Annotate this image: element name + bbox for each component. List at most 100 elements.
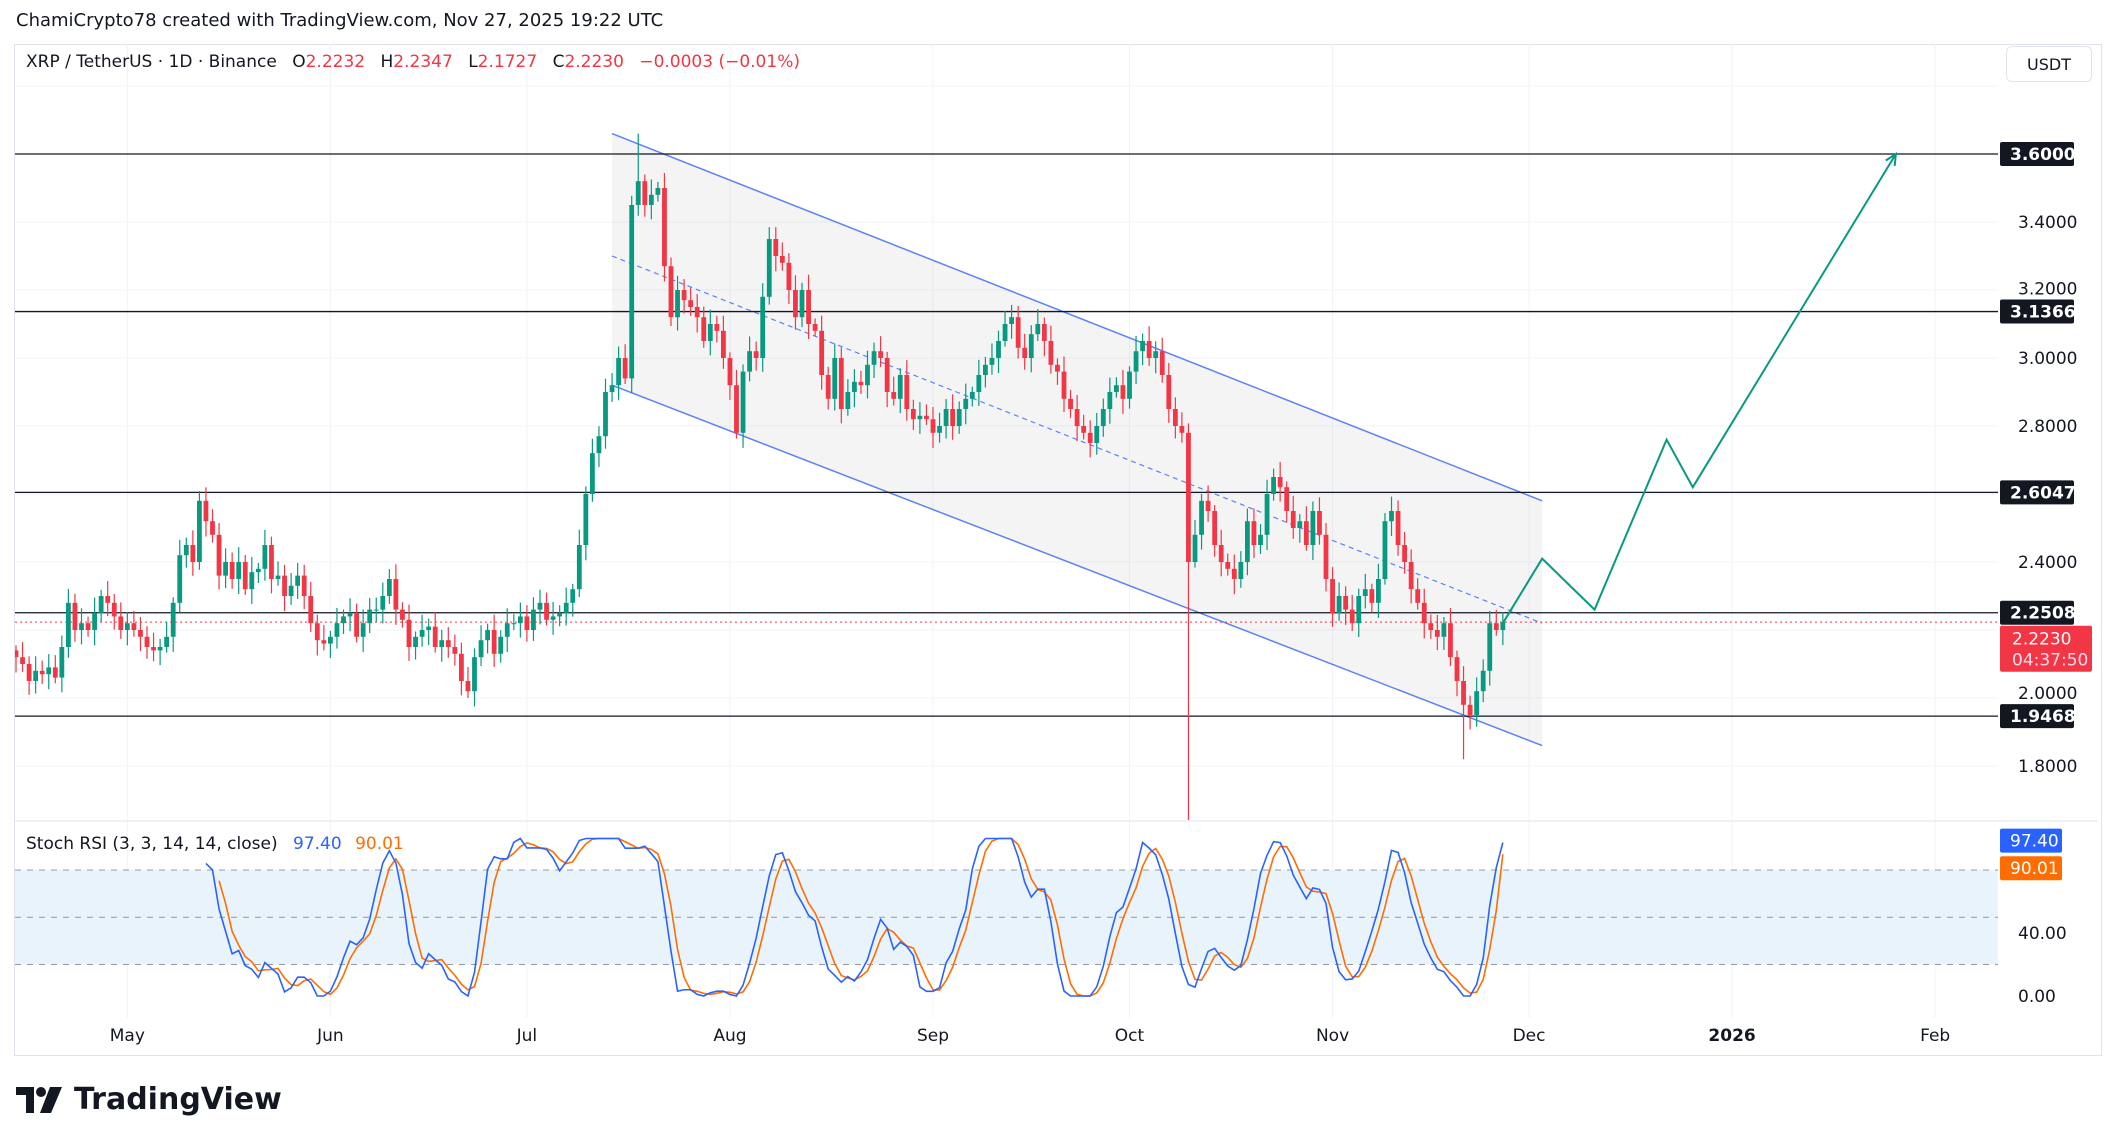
candle-body (1362, 589, 1368, 596)
candle-body (203, 500, 209, 522)
symbol-legend: XRP / TetherUS · 1D · Binance O2.2232 H2… (26, 52, 810, 72)
candle-body (1395, 511, 1401, 545)
candle-body (989, 358, 995, 365)
price-tick-label: 1.8000 (2018, 757, 2077, 777)
candle-body (1434, 630, 1440, 637)
tradingview-logo[interactable]: TradingView (16, 1082, 282, 1117)
price-tick-label: 2.0000 (2018, 684, 2077, 704)
candle-body (1297, 521, 1303, 528)
candle-body (812, 324, 818, 331)
candle-body (216, 534, 222, 576)
candle-body (1487, 623, 1493, 671)
currency-button[interactable]: USDT (2006, 46, 2092, 82)
candle-body (373, 609, 379, 611)
attribution: ChamiCrypto78 created with TradingView.c… (16, 10, 664, 31)
candle-body (20, 657, 25, 664)
time-tick-label: Oct (1115, 1026, 1145, 1046)
candle-body (878, 351, 883, 358)
candle-body (183, 545, 189, 556)
candle-body (511, 623, 517, 625)
level-price-badge (2000, 480, 2074, 505)
close-label: C (552, 52, 565, 72)
candle-body (524, 616, 530, 630)
price-tick-label: 2.4000 (2018, 553, 2077, 573)
candle-body (1231, 568, 1237, 579)
symbol-title[interactable]: XRP / TetherUS · 1D · Binance (26, 52, 277, 72)
candle-body (452, 647, 458, 654)
price-tick-label: 2.8000 (2018, 417, 2077, 437)
candle-body (255, 568, 261, 573)
candle-body (701, 317, 707, 341)
ohlc-low: L2.1727 (468, 52, 537, 72)
candle-body (33, 670, 39, 681)
candle-body (557, 613, 563, 617)
candle-body (1166, 375, 1172, 409)
candle-body (282, 575, 287, 596)
candle-body (39, 670, 45, 675)
time-tick-label: Nov (1316, 1026, 1349, 1046)
stoch-d-value: 90.01 (355, 834, 404, 854)
candle-body (956, 409, 962, 426)
candle-body (98, 596, 104, 613)
candle-body (419, 630, 425, 637)
candle-body (852, 381, 857, 392)
candle-body (504, 623, 510, 637)
candle-body (747, 351, 752, 372)
candle-body (1074, 409, 1080, 426)
candle-body (341, 616, 346, 624)
candle-body (15, 650, 19, 658)
candle-body (622, 358, 628, 379)
candle-body (1349, 609, 1355, 624)
stoch-rsi-title[interactable]: Stoch RSI (3, 3, 14, 14, close) (26, 834, 278, 854)
candle-body (1284, 487, 1290, 511)
candle-body (85, 623, 91, 630)
candle-body (1114, 385, 1119, 392)
open-value: 2.2232 (305, 52, 366, 72)
candle-body (459, 653, 464, 681)
candle-body (924, 415, 929, 420)
candle-body (930, 419, 936, 433)
candle-body (616, 358, 621, 386)
high-label: H (380, 52, 394, 72)
candle-body (439, 640, 445, 647)
candle-body (1107, 392, 1113, 409)
candle-body (1081, 426, 1087, 433)
candle-body (1421, 602, 1427, 624)
candle-body (288, 585, 294, 596)
candle-body (1448, 623, 1453, 658)
stoch-tick-label: 40.00 (2018, 924, 2067, 944)
stoch-d-line (218, 837, 1504, 997)
candle-body (295, 575, 301, 586)
candle-body (1225, 562, 1231, 569)
candle-body (262, 545, 268, 569)
candle-body (629, 205, 635, 379)
candle-body (478, 640, 484, 658)
candle-body (157, 647, 163, 651)
candle-body (727, 358, 733, 386)
candle-body (655, 188, 661, 195)
candle-body (144, 636, 150, 647)
candle-body (426, 626, 432, 630)
candle-body (1002, 324, 1008, 341)
candle-body (1140, 341, 1145, 352)
level-price-badge (2000, 704, 2074, 729)
candle-body (328, 636, 333, 644)
candle-body (596, 436, 602, 454)
candle-body (1218, 545, 1224, 562)
candle-body (1369, 589, 1375, 603)
candle-body (1068, 398, 1073, 409)
channel-upper-line (611, 132, 1543, 502)
level-price-badge (2000, 600, 2074, 625)
candle-body (1428, 623, 1434, 630)
candle-body (1290, 511, 1296, 528)
candle-body (301, 575, 307, 596)
candle-body (1009, 317, 1014, 324)
candle-body (406, 619, 412, 647)
candle-body (432, 626, 438, 647)
countdown-label: 04:37:50 (2012, 651, 2088, 671)
candle-body (485, 630, 490, 641)
candle-body (1356, 596, 1362, 624)
candle-body (865, 364, 870, 386)
change-value: −0.0003 (−0.01%) (639, 52, 800, 72)
